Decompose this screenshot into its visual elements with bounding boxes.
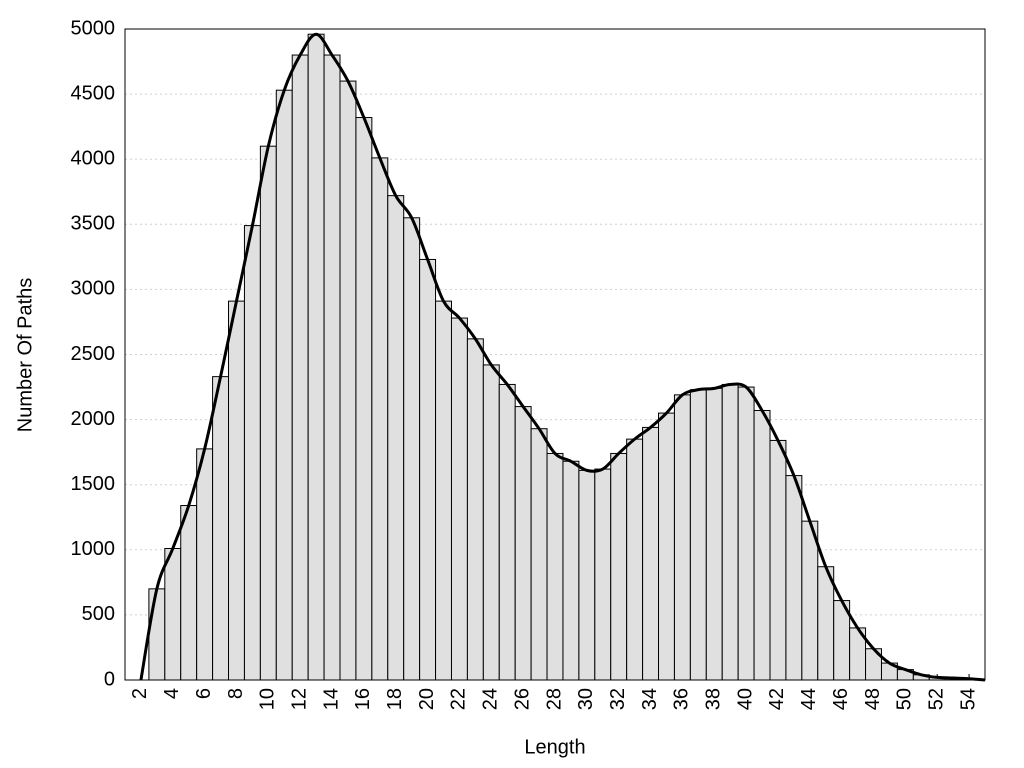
bar bbox=[212, 376, 230, 681]
x-tick-label: 4 bbox=[161, 688, 183, 699]
bar bbox=[164, 547, 182, 681]
bar bbox=[148, 588, 166, 681]
bar bbox=[737, 386, 755, 681]
bar bbox=[259, 145, 277, 681]
x-tick-label: 20 bbox=[416, 688, 438, 710]
x-tick-label: 36 bbox=[671, 688, 693, 710]
bar bbox=[355, 117, 373, 681]
x-tick-label: 30 bbox=[575, 688, 597, 710]
density-line bbox=[139, 32, 986, 682]
bar bbox=[466, 338, 484, 681]
bar bbox=[689, 389, 707, 681]
y-tick-label: 500 bbox=[82, 603, 115, 625]
y-tick-label: 4000 bbox=[71, 147, 116, 169]
x-axis-label: Length bbox=[524, 736, 585, 758]
bar bbox=[435, 300, 452, 681]
bar bbox=[530, 428, 548, 681]
y-tick-label: 3500 bbox=[71, 213, 116, 235]
bar bbox=[721, 383, 739, 681]
x-tick-label: 42 bbox=[766, 688, 788, 710]
y-tick-label: 1500 bbox=[71, 473, 116, 495]
bar bbox=[196, 448, 214, 681]
x-tick-label: 8 bbox=[225, 688, 247, 699]
bar bbox=[769, 439, 787, 681]
bar bbox=[801, 520, 819, 681]
bar bbox=[180, 505, 198, 681]
x-tick-label: 16 bbox=[352, 688, 374, 710]
bar bbox=[403, 217, 421, 681]
x-tick-label: 52 bbox=[926, 688, 948, 710]
bar bbox=[562, 460, 580, 681]
x-tick-label: 24 bbox=[480, 688, 502, 710]
x-tick-label: 14 bbox=[320, 688, 342, 710]
bar bbox=[642, 426, 660, 681]
x-tick-label: 46 bbox=[830, 688, 852, 710]
x-tick-label: 28 bbox=[543, 688, 565, 710]
x-tick-label: 32 bbox=[607, 688, 629, 710]
x-tick-label: 44 bbox=[798, 688, 820, 710]
bar bbox=[339, 80, 357, 681]
x-tick-label: 40 bbox=[734, 688, 756, 710]
x-tick-label: 34 bbox=[639, 688, 661, 710]
bar bbox=[658, 412, 675, 681]
x-tick-label: 2 bbox=[129, 688, 151, 699]
bar bbox=[610, 452, 628, 681]
y-tick-label: 0 bbox=[104, 668, 115, 690]
x-tick-label: 12 bbox=[288, 688, 310, 710]
x-tick-label: 38 bbox=[703, 688, 725, 710]
y-tick-label: 4500 bbox=[71, 82, 116, 104]
bar bbox=[514, 406, 532, 681]
bar bbox=[419, 258, 437, 681]
y-tick-label: 1000 bbox=[71, 538, 116, 560]
x-tick-label: 18 bbox=[384, 688, 406, 710]
bar bbox=[291, 54, 309, 681]
bar bbox=[228, 300, 245, 681]
bar bbox=[243, 225, 261, 681]
bar bbox=[275, 89, 293, 681]
y-tick-label: 2000 bbox=[71, 408, 116, 430]
bar bbox=[705, 387, 723, 681]
bar bbox=[626, 438, 644, 681]
plot-frame bbox=[124, 28, 986, 681]
bar bbox=[817, 566, 835, 681]
bar bbox=[482, 364, 500, 681]
x-tick-label: 48 bbox=[862, 688, 884, 710]
bar bbox=[594, 468, 612, 681]
bar bbox=[753, 409, 771, 681]
bar bbox=[371, 157, 389, 681]
x-tick-label: 26 bbox=[511, 688, 533, 710]
bar bbox=[307, 33, 325, 681]
y-tick-label: 3000 bbox=[71, 278, 116, 300]
bar bbox=[498, 383, 516, 681]
bar bbox=[450, 317, 468, 681]
bar bbox=[387, 195, 405, 681]
x-tick-label: 54 bbox=[957, 688, 979, 710]
x-tick-label: 10 bbox=[257, 688, 279, 710]
bar bbox=[546, 452, 564, 681]
x-tick-label: 6 bbox=[193, 688, 215, 699]
y-tick-label: 5000 bbox=[71, 17, 116, 39]
bar bbox=[673, 394, 691, 681]
x-tick-label: 50 bbox=[894, 688, 916, 710]
x-tick-label: 22 bbox=[448, 688, 470, 710]
bar bbox=[323, 54, 341, 681]
y-axis-label: Number Of Paths bbox=[14, 278, 36, 433]
y-tick-label: 2500 bbox=[71, 343, 116, 365]
bar bbox=[785, 475, 803, 681]
bar bbox=[578, 469, 596, 681]
